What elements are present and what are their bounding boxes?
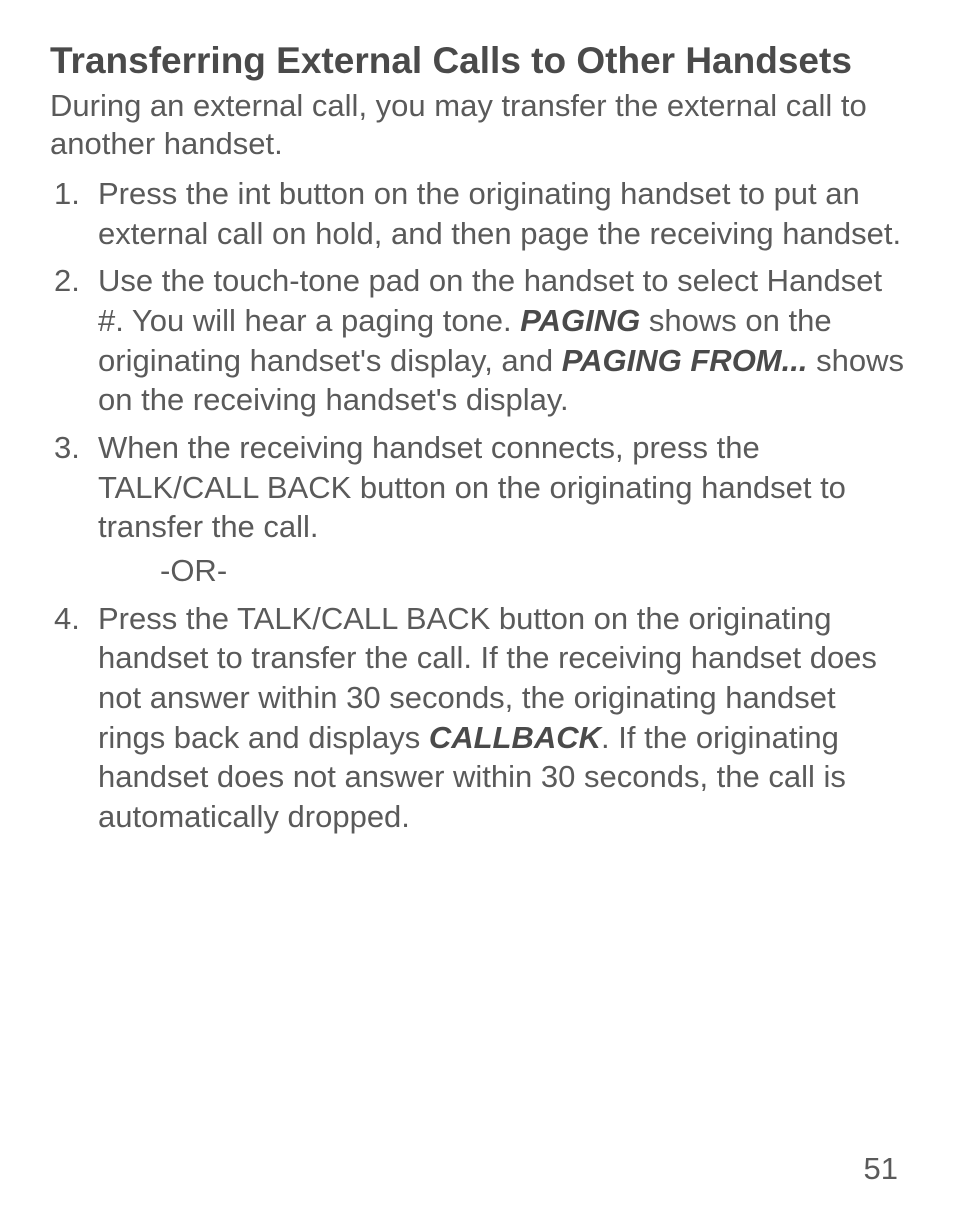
step-4-callback-label: CALLBACK bbox=[429, 720, 601, 755]
step-2: Use the touch-tone pad on the handset to… bbox=[98, 261, 904, 420]
document-page: Transferring External Calls to Other Han… bbox=[0, 0, 954, 1215]
intro-paragraph: During an external call, you may transfe… bbox=[50, 87, 904, 165]
step-4: Press the TALK/CALL BACK button on the o… bbox=[98, 599, 904, 837]
step-3: When the receiving handset connects, pre… bbox=[98, 428, 904, 591]
step-2-pagingfrom-label: PAGING FROM... bbox=[562, 343, 808, 378]
step-2-paging-label: PAGING bbox=[520, 303, 640, 338]
step-1-text: Press the int button on the originating … bbox=[98, 176, 901, 251]
step-1: Press the int button on the originating … bbox=[98, 174, 904, 253]
page-number: 51 bbox=[864, 1151, 898, 1187]
steps-list: Press the int button on the originating … bbox=[50, 174, 904, 837]
page-title: Transferring External Calls to Other Han… bbox=[50, 40, 904, 83]
or-divider: -OR- bbox=[160, 551, 904, 591]
step-3-text: When the receiving handset connects, pre… bbox=[98, 430, 846, 544]
